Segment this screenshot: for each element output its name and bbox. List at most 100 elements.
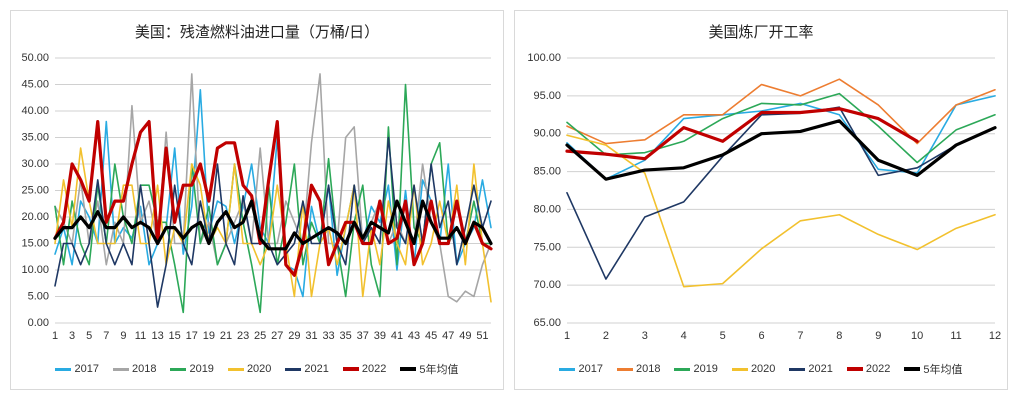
y-axis-tick-label: 100.00 bbox=[527, 52, 561, 64]
chart-left-title: 美国：残渣燃料油进口量（万桶/日） bbox=[11, 21, 503, 42]
y-axis-tick-label: 45.00 bbox=[21, 79, 49, 91]
x-axis-tick-label: 4 bbox=[681, 330, 687, 342]
x-axis-tick-label: 7 bbox=[797, 330, 803, 342]
legend-item-2018[interactable]: 2018 bbox=[113, 363, 156, 375]
legend-swatch-2017 bbox=[559, 368, 575, 371]
legend-item-2018[interactable]: 2018 bbox=[617, 363, 660, 375]
legend-item-2017[interactable]: 2017 bbox=[559, 363, 602, 375]
legend-item-5年均值[interactable]: 5年均值 bbox=[904, 361, 962, 377]
x-axis-tick-label: 11 bbox=[950, 330, 961, 342]
x-axis-tick-label: 49 bbox=[459, 330, 471, 342]
legend-swatch-2018 bbox=[113, 368, 129, 371]
x-axis-tick-label: 8 bbox=[836, 330, 842, 342]
y-axis-tick-label: 20.00 bbox=[21, 211, 49, 223]
legend-label-2019: 2019 bbox=[189, 363, 213, 375]
chart-right-title: 美国炼厂开工率 bbox=[515, 21, 1007, 42]
x-axis-tick-label: 21 bbox=[220, 330, 232, 342]
legend-swatch-2021 bbox=[285, 368, 301, 371]
y-axis-tick-label: 10.00 bbox=[21, 264, 49, 276]
legend-label-5年均值: 5年均值 bbox=[923, 361, 962, 377]
y-axis-tick-label: 35.00 bbox=[21, 132, 49, 144]
legend-swatch-2019 bbox=[170, 368, 186, 371]
x-axis-tick-label: 37 bbox=[357, 330, 369, 342]
x-axis-tick-label: 1 bbox=[52, 330, 58, 342]
legend-label-2022: 2022 bbox=[362, 363, 386, 375]
legend-item-2020[interactable]: 2020 bbox=[732, 363, 775, 375]
x-axis-tick-label: 3 bbox=[69, 330, 75, 342]
x-axis-tick-label: 29 bbox=[288, 330, 300, 342]
y-axis-tick-label: 80.00 bbox=[533, 203, 561, 215]
x-axis-tick-label: 2 bbox=[603, 330, 609, 342]
y-axis-tick-label: 70.00 bbox=[533, 279, 561, 291]
chart-left-legend: 2017 2018 2019 2020 2021 2022 5年均值 bbox=[11, 361, 503, 377]
x-axis-tick-label: 41 bbox=[391, 330, 403, 342]
legend-swatch-2019 bbox=[674, 368, 690, 371]
x-axis-tick-label: 27 bbox=[271, 330, 283, 342]
y-axis-tick-label: 50.00 bbox=[21, 52, 49, 64]
legend-swatch-2020 bbox=[228, 368, 244, 371]
legend-item-2022[interactable]: 2022 bbox=[343, 363, 386, 375]
legend-swatch-5年均值 bbox=[904, 367, 920, 371]
legend-item-2017[interactable]: 2017 bbox=[55, 363, 98, 375]
legend-item-2019[interactable]: 2019 bbox=[170, 363, 213, 375]
y-axis-tick-label: 0.00 bbox=[28, 317, 49, 329]
y-axis-tick-label: 25.00 bbox=[21, 185, 49, 197]
chart-left-svg: 0.00 5.00 10.00 15.00 20.00 25.00 30.00 35.00 40… bbox=[11, 44, 505, 359]
y-axis-tick-label: 75.00 bbox=[533, 241, 561, 253]
y-axis-tick-label: 30.00 bbox=[21, 158, 49, 170]
y-axis-tick-label: 65.00 bbox=[533, 317, 561, 329]
x-axis-tick-label: 35 bbox=[340, 330, 352, 342]
x-axis-tick-label: 11 bbox=[135, 330, 146, 342]
legend-item-2021[interactable]: 2021 bbox=[285, 363, 328, 375]
x-axis-tick-label: 10 bbox=[911, 330, 923, 342]
legend-item-2019[interactable]: 2019 bbox=[674, 363, 717, 375]
x-axis-tick-label: 7 bbox=[103, 330, 109, 342]
refinery-utilization-panel: 美国炼厂开工率 65.00 70.00 75.00 80.00 85.00 90.00 95… bbox=[514, 10, 1008, 390]
legend-swatch-5年均值 bbox=[400, 367, 416, 371]
legend-item-2022[interactable]: 2022 bbox=[847, 363, 890, 375]
legend-label-5年均值: 5年均值 bbox=[419, 361, 458, 377]
series-line-2017[interactable] bbox=[55, 90, 491, 297]
x-axis-tick-label: 5 bbox=[86, 330, 92, 342]
x-axis-tick-label: 31 bbox=[305, 330, 317, 342]
legend-swatch-2022 bbox=[343, 367, 359, 371]
y-axis-tick-label: 15.00 bbox=[21, 238, 49, 250]
x-axis-tick-label: 5 bbox=[720, 330, 726, 342]
y-axis-tick-label: 85.00 bbox=[533, 166, 561, 178]
legend-label-2022: 2022 bbox=[866, 363, 890, 375]
x-axis-tick-label: 1 bbox=[564, 330, 570, 342]
y-axis-tick-label: 95.00 bbox=[533, 90, 561, 102]
x-axis-tick-label: 15 bbox=[169, 330, 181, 342]
chart-right-svg: 65.00 70.00 75.00 80.00 85.00 90.00 95.00 100.0… bbox=[515, 44, 1009, 359]
legend-swatch-2022 bbox=[847, 367, 863, 371]
legend-item-2021[interactable]: 2021 bbox=[789, 363, 832, 375]
x-axis-tick-label: 3 bbox=[642, 330, 648, 342]
chart-right-legend: 2017 2018 2019 2020 2021 2022 5年均值 bbox=[515, 361, 1007, 377]
legend-swatch-2020 bbox=[732, 368, 748, 371]
x-axis-tick-label: 6 bbox=[758, 330, 764, 342]
x-axis-tick-label: 51 bbox=[476, 330, 488, 342]
x-axis-tick-label: 43 bbox=[408, 330, 420, 342]
legend-label-2017: 2017 bbox=[74, 363, 98, 375]
x-axis-tick-label: 45 bbox=[425, 330, 437, 342]
legend-item-2020[interactable]: 2020 bbox=[228, 363, 271, 375]
x-axis-tick-label: 39 bbox=[374, 330, 386, 342]
x-axis-tick-label: 17 bbox=[186, 330, 198, 342]
x-axis-tick-label: 9 bbox=[120, 330, 126, 342]
legend-label-2021: 2021 bbox=[808, 363, 832, 375]
legend-swatch-2018 bbox=[617, 368, 633, 371]
legend-item-5年均值[interactable]: 5年均值 bbox=[400, 361, 458, 377]
legend-swatch-2021 bbox=[789, 368, 805, 371]
x-axis-tick-label: 19 bbox=[203, 330, 215, 342]
legend-label-2017: 2017 bbox=[578, 363, 602, 375]
x-axis-tick-label: 33 bbox=[322, 330, 334, 342]
legend-label-2019: 2019 bbox=[693, 363, 717, 375]
x-axis-tick-label: 25 bbox=[254, 330, 266, 342]
series-line-2019[interactable] bbox=[567, 94, 995, 163]
residual-fuel-oil-imports-panel: 美国：残渣燃料油进口量（万桶/日） 0.00 5.00 10.00 15.00 20.0… bbox=[10, 10, 504, 390]
x-axis-tick-label: 47 bbox=[442, 330, 454, 342]
y-axis-tick-label: 5.00 bbox=[28, 291, 49, 303]
legend-swatch-2017 bbox=[55, 368, 71, 371]
x-axis-tick-label: 13 bbox=[151, 330, 163, 342]
x-axis-tick-label: 9 bbox=[875, 330, 881, 342]
